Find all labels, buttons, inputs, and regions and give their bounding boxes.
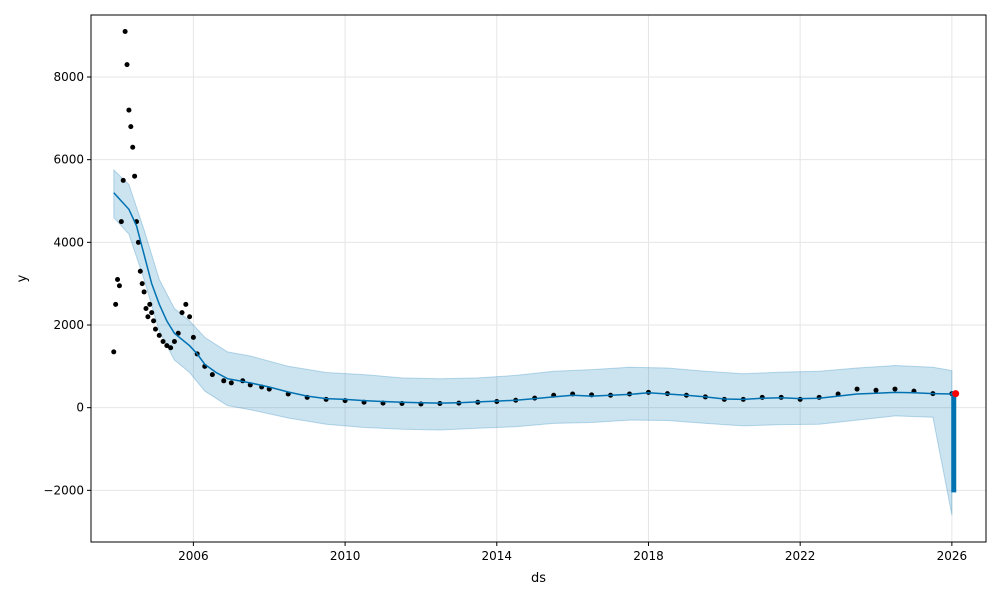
observed-point	[126, 107, 132, 113]
observed-point	[135, 239, 141, 245]
grid-lines	[91, 15, 986, 542]
observed-point	[759, 394, 765, 400]
observed-point	[209, 372, 215, 378]
observed-point	[160, 339, 166, 345]
x-tick-label: 2010	[330, 549, 361, 563]
observed-point	[132, 173, 138, 179]
observed-point	[228, 380, 234, 386]
observed-point	[130, 144, 136, 150]
observed-point	[183, 301, 189, 307]
observed-point	[115, 277, 121, 283]
uncertainty-band	[113, 168, 953, 516]
observed-point	[111, 349, 117, 355]
x-tick-label: 2022	[785, 549, 816, 563]
observed-point	[190, 334, 196, 340]
observed-point	[168, 345, 174, 351]
observed-point	[122, 29, 128, 35]
highlight-point	[952, 390, 960, 398]
uncertainty-band-area	[113, 168, 953, 516]
observed-point	[120, 177, 126, 183]
observed-point	[892, 386, 898, 392]
observed-point	[221, 378, 227, 384]
y-axis-ticks: −2000 0 2000 4000 6000 8000	[43, 70, 91, 497]
x-tick-label: 2006	[178, 549, 209, 563]
observed-points	[111, 29, 955, 407]
observed-point	[116, 283, 122, 289]
y-tick-label: 6000	[53, 153, 84, 167]
forecast-line-path	[113, 192, 952, 404]
observed-point	[149, 310, 155, 316]
observed-point	[187, 314, 193, 320]
x-tick-label: 2014	[482, 549, 513, 563]
observed-point	[139, 281, 145, 287]
observed-point	[147, 301, 153, 307]
observed-point	[156, 332, 162, 338]
y-tick-label: 8000	[53, 70, 84, 84]
observed-point	[118, 219, 124, 225]
observed-point	[128, 124, 134, 130]
highlight-point-group	[952, 390, 960, 398]
observed-point	[179, 310, 185, 316]
observed-point	[854, 386, 860, 392]
plot-frame	[90, 14, 987, 543]
forecast-line	[113, 192, 952, 404]
observed-point	[141, 289, 147, 295]
y-tick-label: 4000	[53, 235, 84, 249]
x-tick-label: 2026	[937, 549, 968, 563]
observed-point	[151, 318, 157, 324]
y-tick-label: −2000	[43, 483, 84, 497]
y-axis-label: y	[15, 274, 30, 282]
x-tick-label: 2018	[633, 549, 664, 563]
observed-point	[137, 268, 143, 274]
x-axis-ticks: 2006 2010 2014 2018 2022 2026	[178, 542, 967, 563]
y-tick-label: 0	[76, 401, 84, 415]
y-tick-label: 2000	[53, 318, 84, 332]
observed-point	[873, 387, 879, 393]
observed-point	[124, 62, 130, 68]
observed-point	[143, 305, 149, 311]
x-axis-label: ds	[531, 571, 546, 586]
observed-point	[171, 339, 177, 345]
observed-point	[152, 326, 158, 332]
observed-point	[145, 314, 151, 320]
observed-point	[164, 343, 170, 349]
observed-point	[797, 396, 803, 402]
observed-point	[113, 301, 119, 307]
